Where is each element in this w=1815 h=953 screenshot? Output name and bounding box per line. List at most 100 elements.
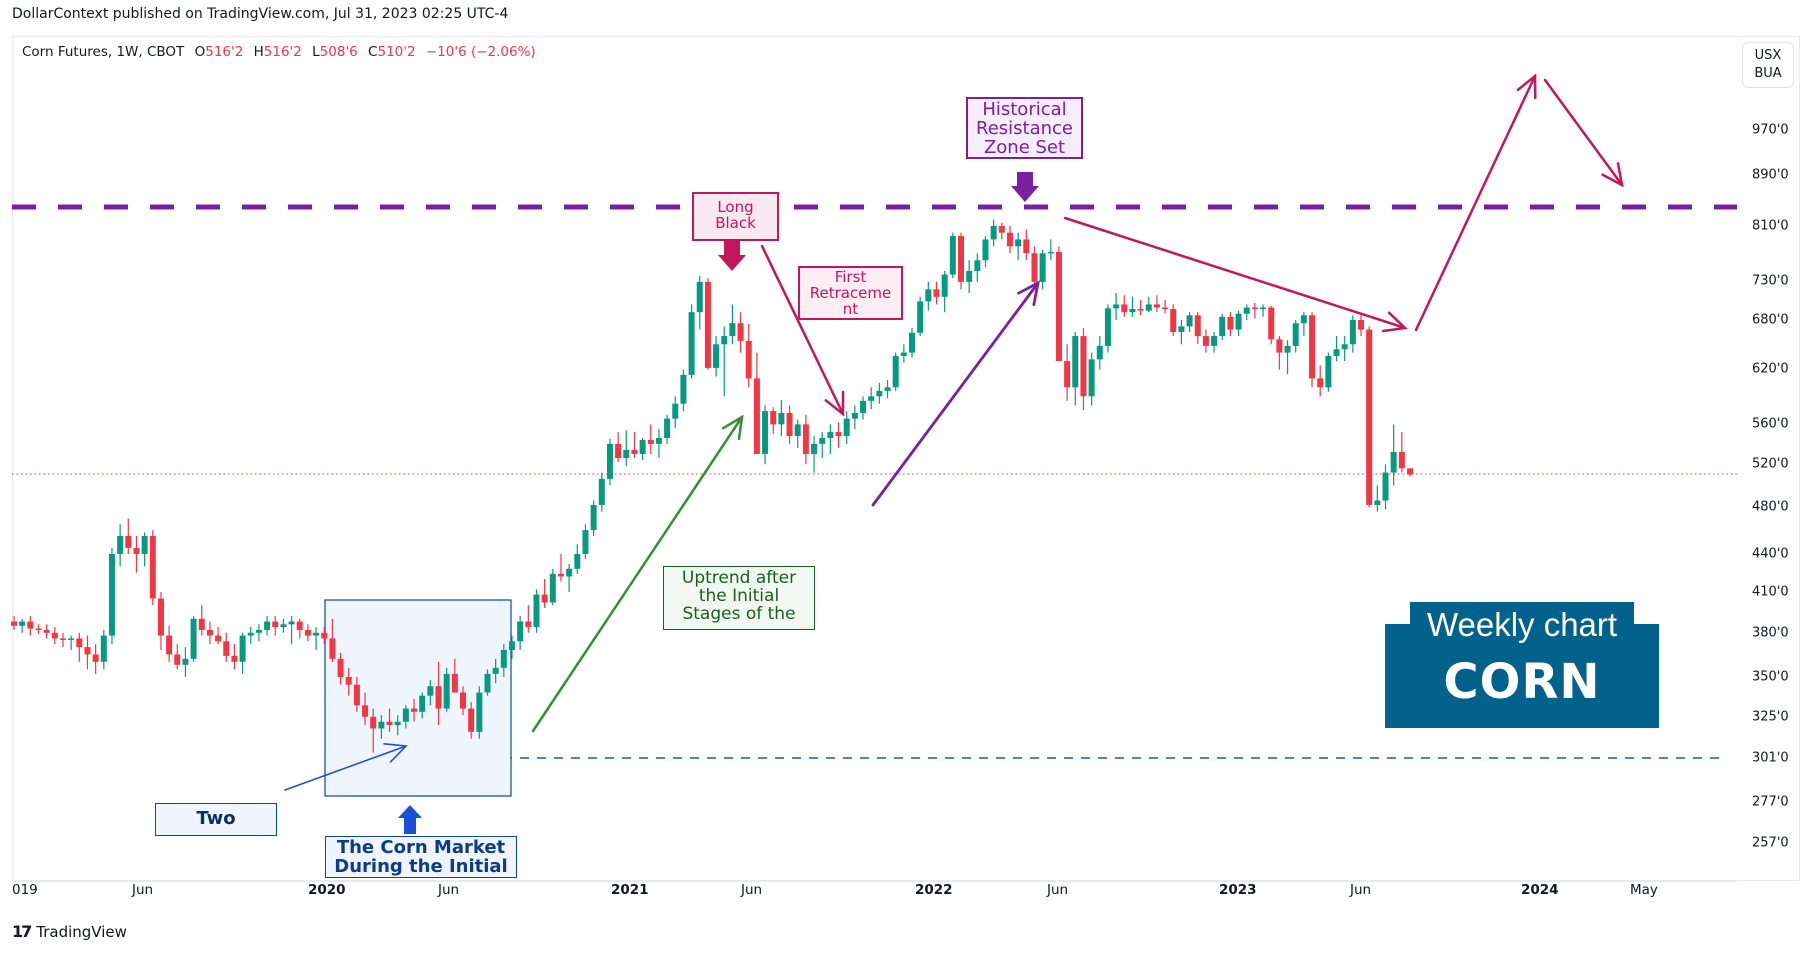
candle-body: [517, 621, 524, 642]
candle-body: [794, 424, 801, 436]
candle-body: [566, 568, 573, 577]
time-tick: May: [1630, 882, 1658, 898]
price-tick: 810'0: [1752, 218, 1789, 234]
price-tick: 257'0: [1752, 835, 1789, 851]
candle-body: [345, 676, 352, 685]
time-tick: Jun: [132, 882, 154, 898]
price-axis[interactable]: [1737, 36, 1801, 881]
currency-unit-button[interactable]: USX BUA: [1742, 42, 1794, 88]
candle-body: [353, 684, 360, 706]
candle-body: [231, 655, 238, 662]
chart-frame: [12, 36, 1800, 881]
price-tick: 277'0: [1752, 794, 1789, 810]
price-tick: 325'0: [1752, 709, 1789, 725]
candle-body: [51, 632, 58, 639]
price-tick: 620'0: [1752, 361, 1789, 377]
candle-body: [1006, 232, 1013, 247]
legend-close: C510'2: [368, 44, 416, 60]
candle-body: [598, 478, 605, 505]
time-tick: Jun: [1350, 882, 1372, 898]
highlight-box: [324, 599, 512, 797]
candle-body: [1129, 309, 1136, 313]
candle-body: [1023, 239, 1030, 254]
candle-body: [819, 437, 826, 444]
retracement-arrow-head: [824, 390, 845, 417]
candle-body: [664, 418, 671, 438]
price-tick: 480'0: [1752, 499, 1789, 515]
candle-body: [1121, 304, 1128, 313]
uptrend-arrow-head: [721, 414, 744, 441]
candle-body: [811, 443, 818, 454]
candle-body: [1104, 308, 1111, 346]
price-tick: 380'0: [1752, 625, 1789, 641]
candle-body: [1137, 309, 1144, 311]
candle-body: [1349, 320, 1356, 345]
candle-body: [835, 432, 842, 436]
candle-body: [1064, 361, 1071, 388]
candle-body: [786, 412, 793, 436]
candle-body: [1382, 472, 1389, 501]
candle-body: [1390, 451, 1397, 473]
candle-body: [1015, 239, 1022, 247]
candle-body: [1055, 251, 1062, 362]
candle-body: [1072, 336, 1079, 388]
candle-body: [631, 449, 638, 454]
candle-body: [108, 553, 115, 636]
candle-body: [419, 695, 426, 712]
candle-body: [1407, 468, 1413, 475]
candle-body: [174, 654, 181, 665]
two-pointer-arrow-head: [383, 742, 408, 763]
downtrend-arrow-head: [1381, 311, 1408, 333]
tradingview-footer[interactable]: 17 TradingView: [12, 922, 127, 941]
candle-body: [1047, 251, 1054, 254]
candle-body: [362, 705, 369, 717]
candle-body: [378, 721, 385, 729]
candle-body: [468, 708, 475, 732]
candle-body: [1178, 326, 1185, 333]
legend-low: L508'6: [312, 44, 358, 60]
price-tick: 970'0: [1752, 122, 1789, 138]
candle-body: [117, 535, 124, 554]
projection-down-arrow-head: [1601, 162, 1624, 188]
rally-arrow-head: [1017, 280, 1040, 307]
candle-body: [402, 708, 409, 722]
corn-market-note: The Corn Market During the Initial: [325, 836, 517, 878]
candle-body: [247, 632, 254, 636]
candle-body: [149, 535, 156, 599]
candle-body: [623, 449, 630, 459]
candle-body: [337, 658, 344, 677]
candle-body: [190, 618, 197, 659]
candle-body: [215, 635, 222, 642]
time-axis[interactable]: [12, 881, 1737, 910]
candle-body: [892, 355, 899, 388]
symbol-title[interactable]: Corn Futures, 1W, CBOT: [22, 44, 185, 60]
candle-body: [84, 647, 91, 655]
candle-body: [713, 344, 720, 368]
candle-body: [492, 667, 499, 674]
candle-body: [721, 336, 728, 345]
candle-body: [100, 635, 107, 662]
time-tick: 2022: [915, 882, 953, 898]
candle-body: [411, 708, 418, 712]
downtrend-arrow: [1063, 216, 1407, 330]
tradingview-brand: TradingView: [36, 922, 127, 941]
candle-body: [1113, 304, 1120, 309]
candle-body: [1227, 316, 1234, 330]
candle-body: [500, 649, 507, 668]
candle-body: [166, 635, 173, 655]
projection-up-arrow-head: [1516, 73, 1537, 100]
candle-body: [125, 535, 132, 548]
candle-body: [239, 635, 246, 662]
candle-body: [1284, 345, 1291, 353]
candle-body: [76, 638, 83, 648]
candle-body: [1309, 315, 1316, 379]
candle-body: [1243, 307, 1250, 314]
candle-body: [900, 352, 907, 356]
legend-change: −10'6 (−2.06%): [425, 44, 536, 60]
candle-body: [304, 629, 311, 636]
candle-body: [770, 411, 777, 425]
candle-body: [272, 621, 279, 628]
candle-body: [647, 439, 654, 444]
candle-body: [876, 390, 883, 397]
